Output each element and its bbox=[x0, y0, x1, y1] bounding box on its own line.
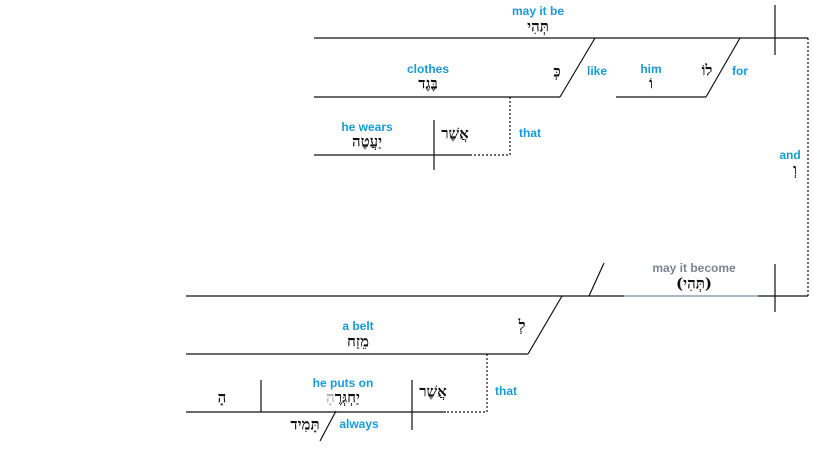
verb1-gloss: may it be bbox=[511, 4, 565, 18]
clause2-small-slant bbox=[588, 262, 605, 297]
rel2-verb-stem: יַחְגְּרֶ bbox=[334, 388, 360, 407]
rel2-connector bbox=[446, 354, 488, 413]
to-slant bbox=[527, 295, 563, 355]
conjunction-gloss: and bbox=[779, 148, 801, 162]
like-hebrew: כְּ bbox=[553, 62, 561, 81]
verb2-gloss: may it become bbox=[652, 261, 736, 275]
verb1-hebrew: תְּהִי bbox=[527, 17, 549, 36]
rel1-connector bbox=[470, 97, 511, 156]
conjunction-hebrew: וְ bbox=[793, 160, 797, 179]
always-gloss: always bbox=[339, 417, 379, 431]
rel2-verb-gloss: he puts on bbox=[312, 376, 374, 390]
for-gloss: for bbox=[732, 64, 748, 78]
verb2-hebrew: (תְּהִי) bbox=[676, 274, 712, 293]
like-gloss: like bbox=[586, 64, 608, 78]
rel2-verb-hebrew: יַחְגְּרֶהָ bbox=[326, 388, 360, 407]
rel1-verb-gloss: he wears bbox=[341, 120, 393, 134]
object1-gloss: clothes bbox=[406, 62, 450, 76]
rel2-that-gloss: that bbox=[495, 384, 517, 398]
rel1-that-gloss: that bbox=[519, 126, 541, 140]
rel1-verb-hebrew: יַעֲטֶה bbox=[351, 132, 383, 151]
object2-hebrew: מֵזַח bbox=[347, 332, 369, 351]
always-hebrew: תָּמִיד bbox=[290, 415, 320, 434]
to-hebrew: לְ bbox=[518, 316, 526, 335]
rel2-object-hebrew: הָ bbox=[217, 388, 227, 407]
like-slant bbox=[559, 37, 596, 98]
rel2-verb-suffix: הָ bbox=[326, 388, 335, 407]
object2-gloss: a belt bbox=[342, 319, 374, 333]
for-hebrew: לוֹ bbox=[701, 61, 713, 80]
object1-hebrew: בֶּגֶד bbox=[418, 74, 438, 93]
him-hebrew: וֹ bbox=[649, 74, 653, 93]
always-slant bbox=[319, 410, 337, 442]
rel1-pronoun-hebrew: אֲשֶׁר bbox=[441, 124, 469, 143]
rel2-pronoun-hebrew: אֲשֶׁר bbox=[419, 382, 447, 401]
him-gloss: him bbox=[640, 62, 662, 76]
for-slant bbox=[705, 37, 741, 98]
